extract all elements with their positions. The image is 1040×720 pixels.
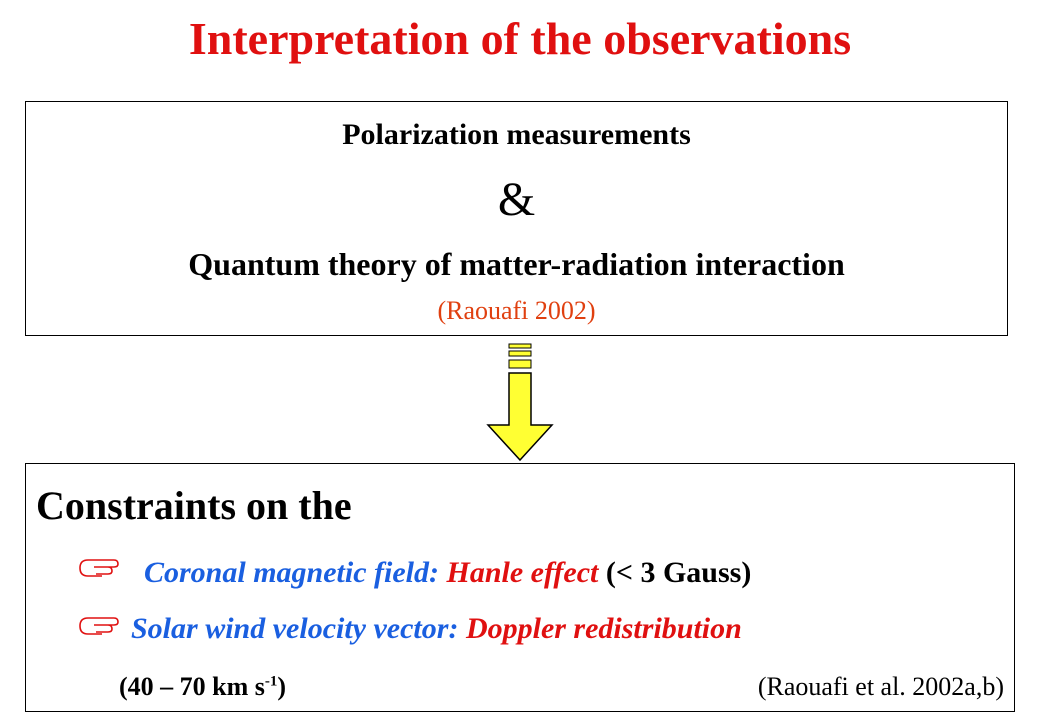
premise-line: Polarization measurements [342, 118, 691, 151]
slide-title: Interpretation of the observations [188, 13, 852, 64]
premise-box: Polarization measurements & Quantum theo… [25, 101, 1008, 336]
arrow [486, 343, 554, 462]
bullet-topic: Solar wind velocity vector: [131, 612, 459, 645]
reference: (Raouafi 2002) [437, 296, 596, 325]
range-exponent: -1 [264, 673, 278, 690]
bullet-detail: (< 3 Gauss) [605, 556, 752, 589]
bullet: Coronal magnetic field: Hanle effect (< … [144, 556, 751, 590]
range-text: (40 – 70 km s [119, 672, 265, 701]
bullet-topic: Coronal magnetic field: [144, 556, 439, 589]
reference: (Raouafi et al. 2002a,b) [757, 672, 1004, 701]
bullet-icon [79, 559, 119, 577]
bullet-method: Hanle effect [446, 556, 599, 589]
result-heading: Constraints on the [36, 483, 352, 528]
bullet-icon [79, 617, 119, 635]
premise-line: Quantum theory of matter-radiation inter… [188, 246, 845, 282]
result-box: Constraints on the Coronal magnetic fiel… [25, 463, 1015, 712]
connector: & [497, 173, 536, 226]
range-close: ) [277, 672, 287, 701]
velocity-range: (40 – 70 km s-1) [119, 672, 286, 702]
bullet-method: Doppler redistribution [465, 612, 742, 645]
bullet: Solar wind velocity vector: Doppler redi… [131, 612, 742, 646]
